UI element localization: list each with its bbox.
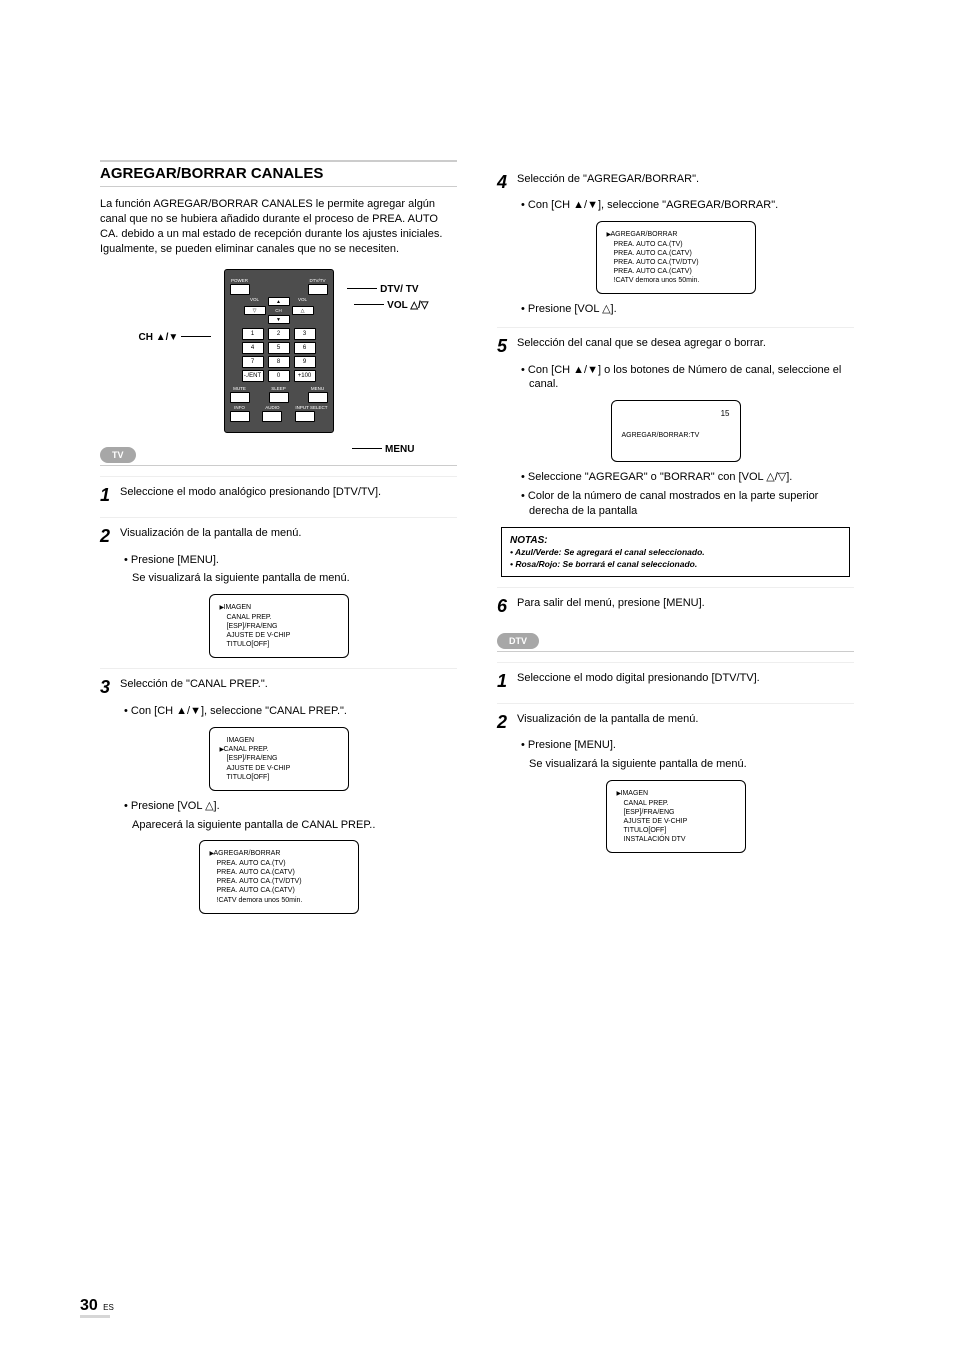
remote-key-4[interactable]: 4 — [242, 342, 264, 354]
page-number: 30 ES — [80, 1295, 114, 1318]
callout-menu: MENU — [352, 443, 414, 457]
notes-box: NOTAS: • Azul/Verde: Se agregará el cana… — [501, 527, 850, 577]
step-6: 6Para salir del menú, presione [MENU]. — [497, 587, 854, 618]
remote-menu-button[interactable] — [308, 392, 328, 403]
remote-audio-button[interactable] — [262, 411, 282, 422]
channel-screen: 15 AGREGAR/BORRAR:TV — [611, 400, 741, 462]
remote-vol-up[interactable]: △ — [292, 306, 314, 315]
remote-sleep-button[interactable] — [269, 392, 289, 403]
step-3: 3Selección de "CANAL PREP.". • Con [CH ▲… — [100, 668, 457, 913]
remote-info-button[interactable] — [230, 411, 250, 422]
dtv-step-1: 1Seleccione el modo digital presionando … — [497, 662, 854, 693]
section-title: AGREGAR/BORRAR CANALES — [100, 160, 457, 187]
step-1: 1Seleccione el modo analógico presionand… — [100, 476, 457, 507]
menu-screen-2: IMAGENCANAL PREP.[ESP]/FRA/ENGAJUSTE DE … — [209, 727, 349, 791]
menu-screen-3: AGREGAR/BORRARPREA. AUTO CA.(TV)PREA. AU… — [199, 840, 359, 913]
remote-input-select-button[interactable] — [295, 411, 315, 422]
remote-key-6[interactable]: 6 — [294, 342, 316, 354]
dtv-menu-screen: IMAGENCANAL PREP.[ESP]/FRA/ENGAJUSTE DE … — [606, 780, 746, 853]
remote-label-dtv: DTV/TV — [308, 278, 328, 284]
step-2: 2Visualización de la pantalla de menú. •… — [100, 517, 457, 658]
remote-key--./ENT[interactable]: -./ENT — [242, 370, 264, 382]
remote-key-+100[interactable]: +100 — [294, 370, 316, 382]
remote-key-1[interactable]: 1 — [242, 328, 264, 340]
remote-ch-label: CH — [268, 306, 290, 315]
remote-vol-down[interactable]: ▽ — [244, 306, 266, 315]
remote-vol-l-label: VOL — [244, 297, 266, 306]
remote-key-0[interactable]: 0 — [268, 370, 290, 382]
remote-key-7[interactable]: 7 — [242, 356, 264, 368]
menu-screen-4: AGREGAR/BORRARPREA. AUTO CA.(TV)PREA. AU… — [596, 221, 756, 294]
remote-key-2[interactable]: 2 — [268, 328, 290, 340]
remote-diagram: CH ▲/▼ DTV/ TV VOL △/▽ MENU POWER DT — [149, 269, 409, 433]
remote-key-9[interactable]: 9 — [294, 356, 316, 368]
callout-vol: VOL △/▽ — [354, 299, 428, 313]
dtv-step-2: 2Visualización de la pantalla de menú. •… — [497, 703, 854, 853]
callout-ch: CH ▲/▼ — [139, 331, 212, 345]
remote-label-power: POWER — [230, 278, 250, 284]
remote-key-3[interactable]: 3 — [294, 328, 316, 340]
remote-mute-button[interactable] — [230, 392, 250, 403]
callout-dtv: DTV/ TV — [347, 283, 418, 297]
remote-power-button[interactable] — [230, 284, 250, 295]
menu-screen-1: IMAGENCANAL PREP.[ESP]/FRA/ENGAJUSTE DE … — [209, 594, 349, 658]
step-4: 4Selección de "AGREGAR/BORRAR". • Con [C… — [497, 170, 854, 317]
remote-key-5[interactable]: 5 — [268, 342, 290, 354]
tv-pill: TV — [100, 447, 136, 463]
remote-ch-up[interactable]: ▲ — [268, 297, 290, 306]
step-5: 5Selección del canal que se desea agrega… — [497, 327, 854, 577]
remote-dtv-button[interactable] — [308, 284, 328, 295]
dtv-pill: DTV — [497, 633, 539, 649]
intro-paragraph: La función AGREGAR/BORRAR CANALES le per… — [100, 197, 457, 256]
remote-ch-down[interactable]: ▼ — [268, 315, 290, 324]
remote-vol-r-label: VOL — [292, 297, 314, 306]
remote-key-8[interactable]: 8 — [268, 356, 290, 368]
